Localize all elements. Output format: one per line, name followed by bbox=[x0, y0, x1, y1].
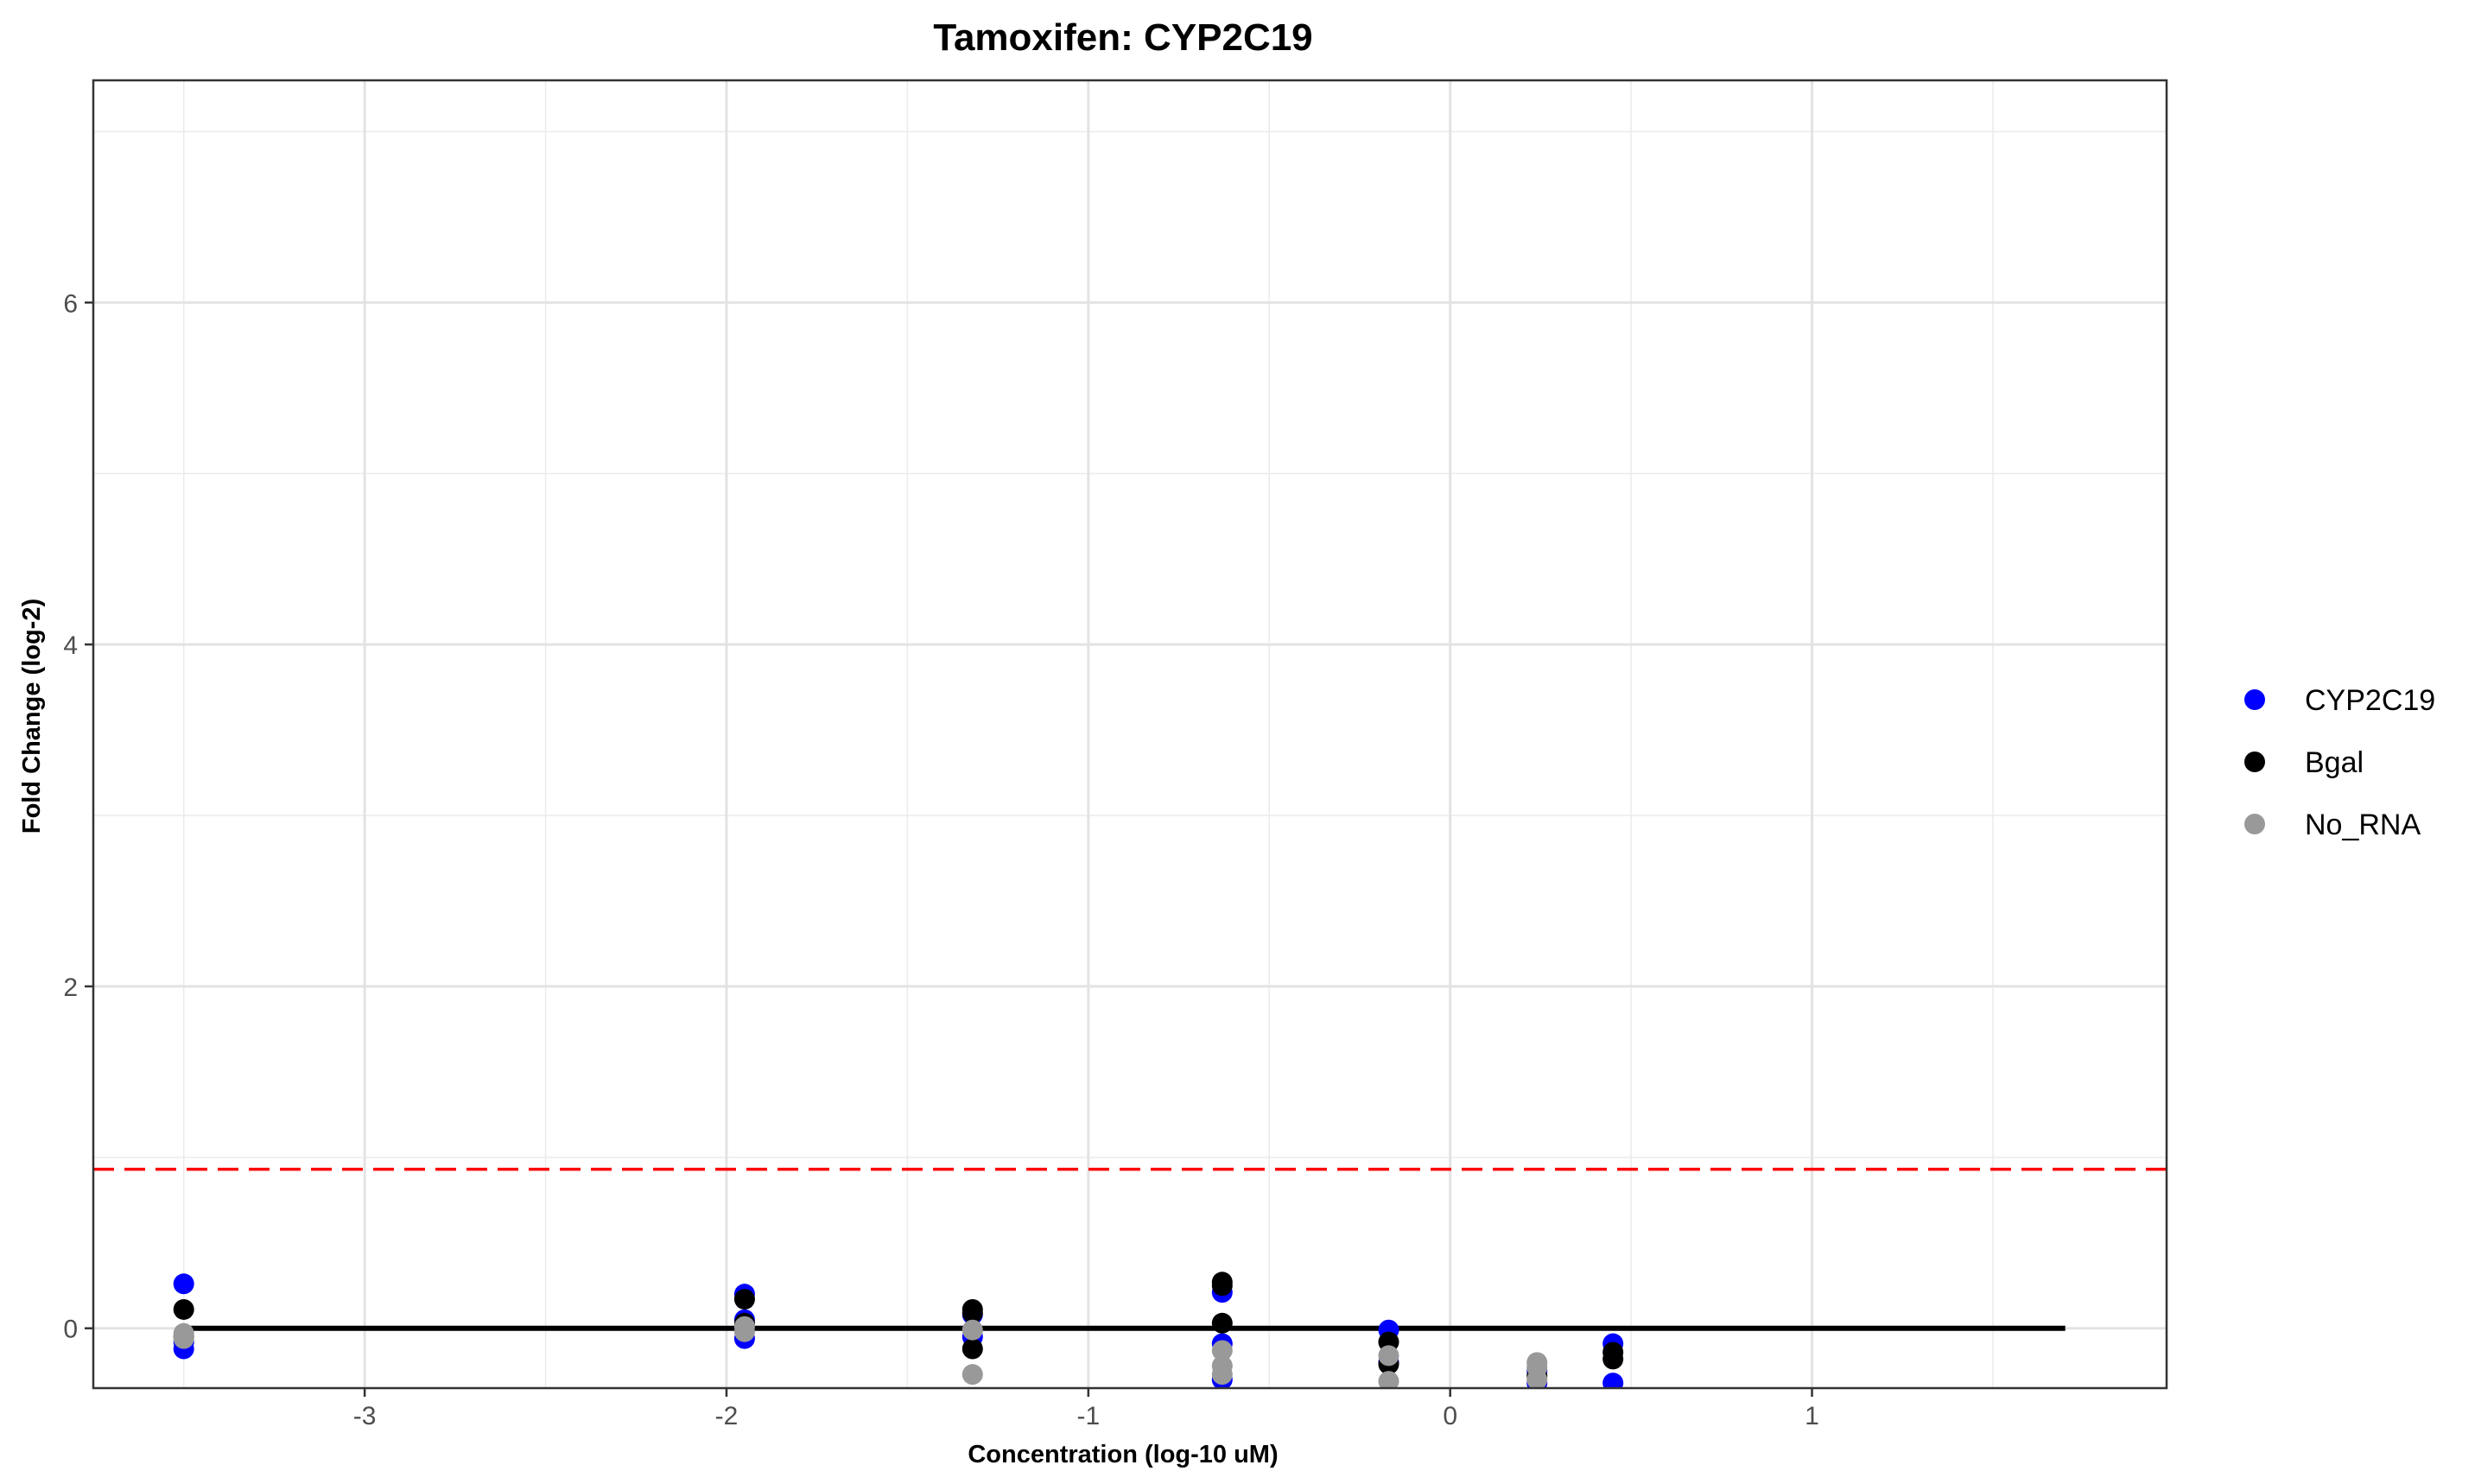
y-tick-label: 6 bbox=[63, 289, 78, 318]
x-tick-label: -2 bbox=[715, 1402, 739, 1430]
legend-item-no-rna: No_RNA bbox=[2244, 809, 2421, 841]
legend-key bbox=[2244, 814, 2265, 834]
legend: CYP2C19 Bgal No_RNA bbox=[2244, 684, 2435, 841]
point-bgal bbox=[1211, 1312, 1233, 1334]
legend-item-cyp2c19: CYP2C19 bbox=[2244, 684, 2435, 717]
x-tick-label: 0 bbox=[1443, 1402, 1457, 1430]
point-no-rna bbox=[1378, 1345, 1399, 1367]
point-no-rna bbox=[961, 1319, 983, 1341]
reference-lines bbox=[93, 1167, 2167, 1331]
legend-label: Bgal bbox=[2305, 746, 2364, 779]
point-no-rna bbox=[961, 1364, 983, 1386]
legend-label: No_RNA bbox=[2305, 809, 2421, 841]
plot-panel bbox=[93, 80, 2167, 1388]
point-bgal bbox=[961, 1302, 983, 1323]
x-axis-label: Concentration (log-10 uM) bbox=[968, 1441, 1278, 1468]
point-no-rna bbox=[173, 1328, 194, 1349]
plot-border bbox=[92, 79, 2168, 1390]
legend-key bbox=[2244, 752, 2265, 772]
legend-item-bgal: Bgal bbox=[2244, 746, 2364, 779]
chart-title: Tamoxifen: CYP2C19 bbox=[933, 16, 1312, 59]
x-tick-label: -1 bbox=[1076, 1402, 1100, 1430]
data-points bbox=[173, 1272, 1624, 1388]
point-bgal bbox=[733, 1289, 755, 1310]
point-cyp2c19 bbox=[1602, 1373, 1624, 1388]
legend-label: CYP2C19 bbox=[2305, 684, 2435, 717]
point-bgal bbox=[1602, 1348, 1624, 1370]
panel-border-rect bbox=[92, 79, 2168, 1390]
x-tick-label: -3 bbox=[353, 1402, 377, 1430]
point-bgal bbox=[961, 1338, 983, 1360]
point-no-rna bbox=[1526, 1369, 1548, 1388]
y-tick-label: 2 bbox=[63, 973, 78, 1002]
legend-key bbox=[2244, 689, 2265, 710]
point-no-rna bbox=[1378, 1371, 1399, 1388]
plot-background bbox=[93, 80, 2167, 1388]
point-no-rna bbox=[733, 1321, 755, 1342]
y-tick-label: 0 bbox=[63, 1316, 78, 1344]
point-no-rna bbox=[1211, 1364, 1233, 1386]
point-no-rna bbox=[1211, 1340, 1233, 1361]
point-bgal bbox=[1211, 1275, 1233, 1297]
y-axis-label: Fold Change (log-2) bbox=[18, 599, 46, 834]
point-cyp2c19 bbox=[173, 1273, 194, 1295]
y-tick-label: 4 bbox=[63, 631, 78, 660]
point-bgal bbox=[173, 1298, 194, 1320]
x-tick-label: 1 bbox=[1805, 1402, 1819, 1430]
axes: -3 -2 -1 0 1 0 2 4 6 bbox=[63, 289, 1819, 1430]
